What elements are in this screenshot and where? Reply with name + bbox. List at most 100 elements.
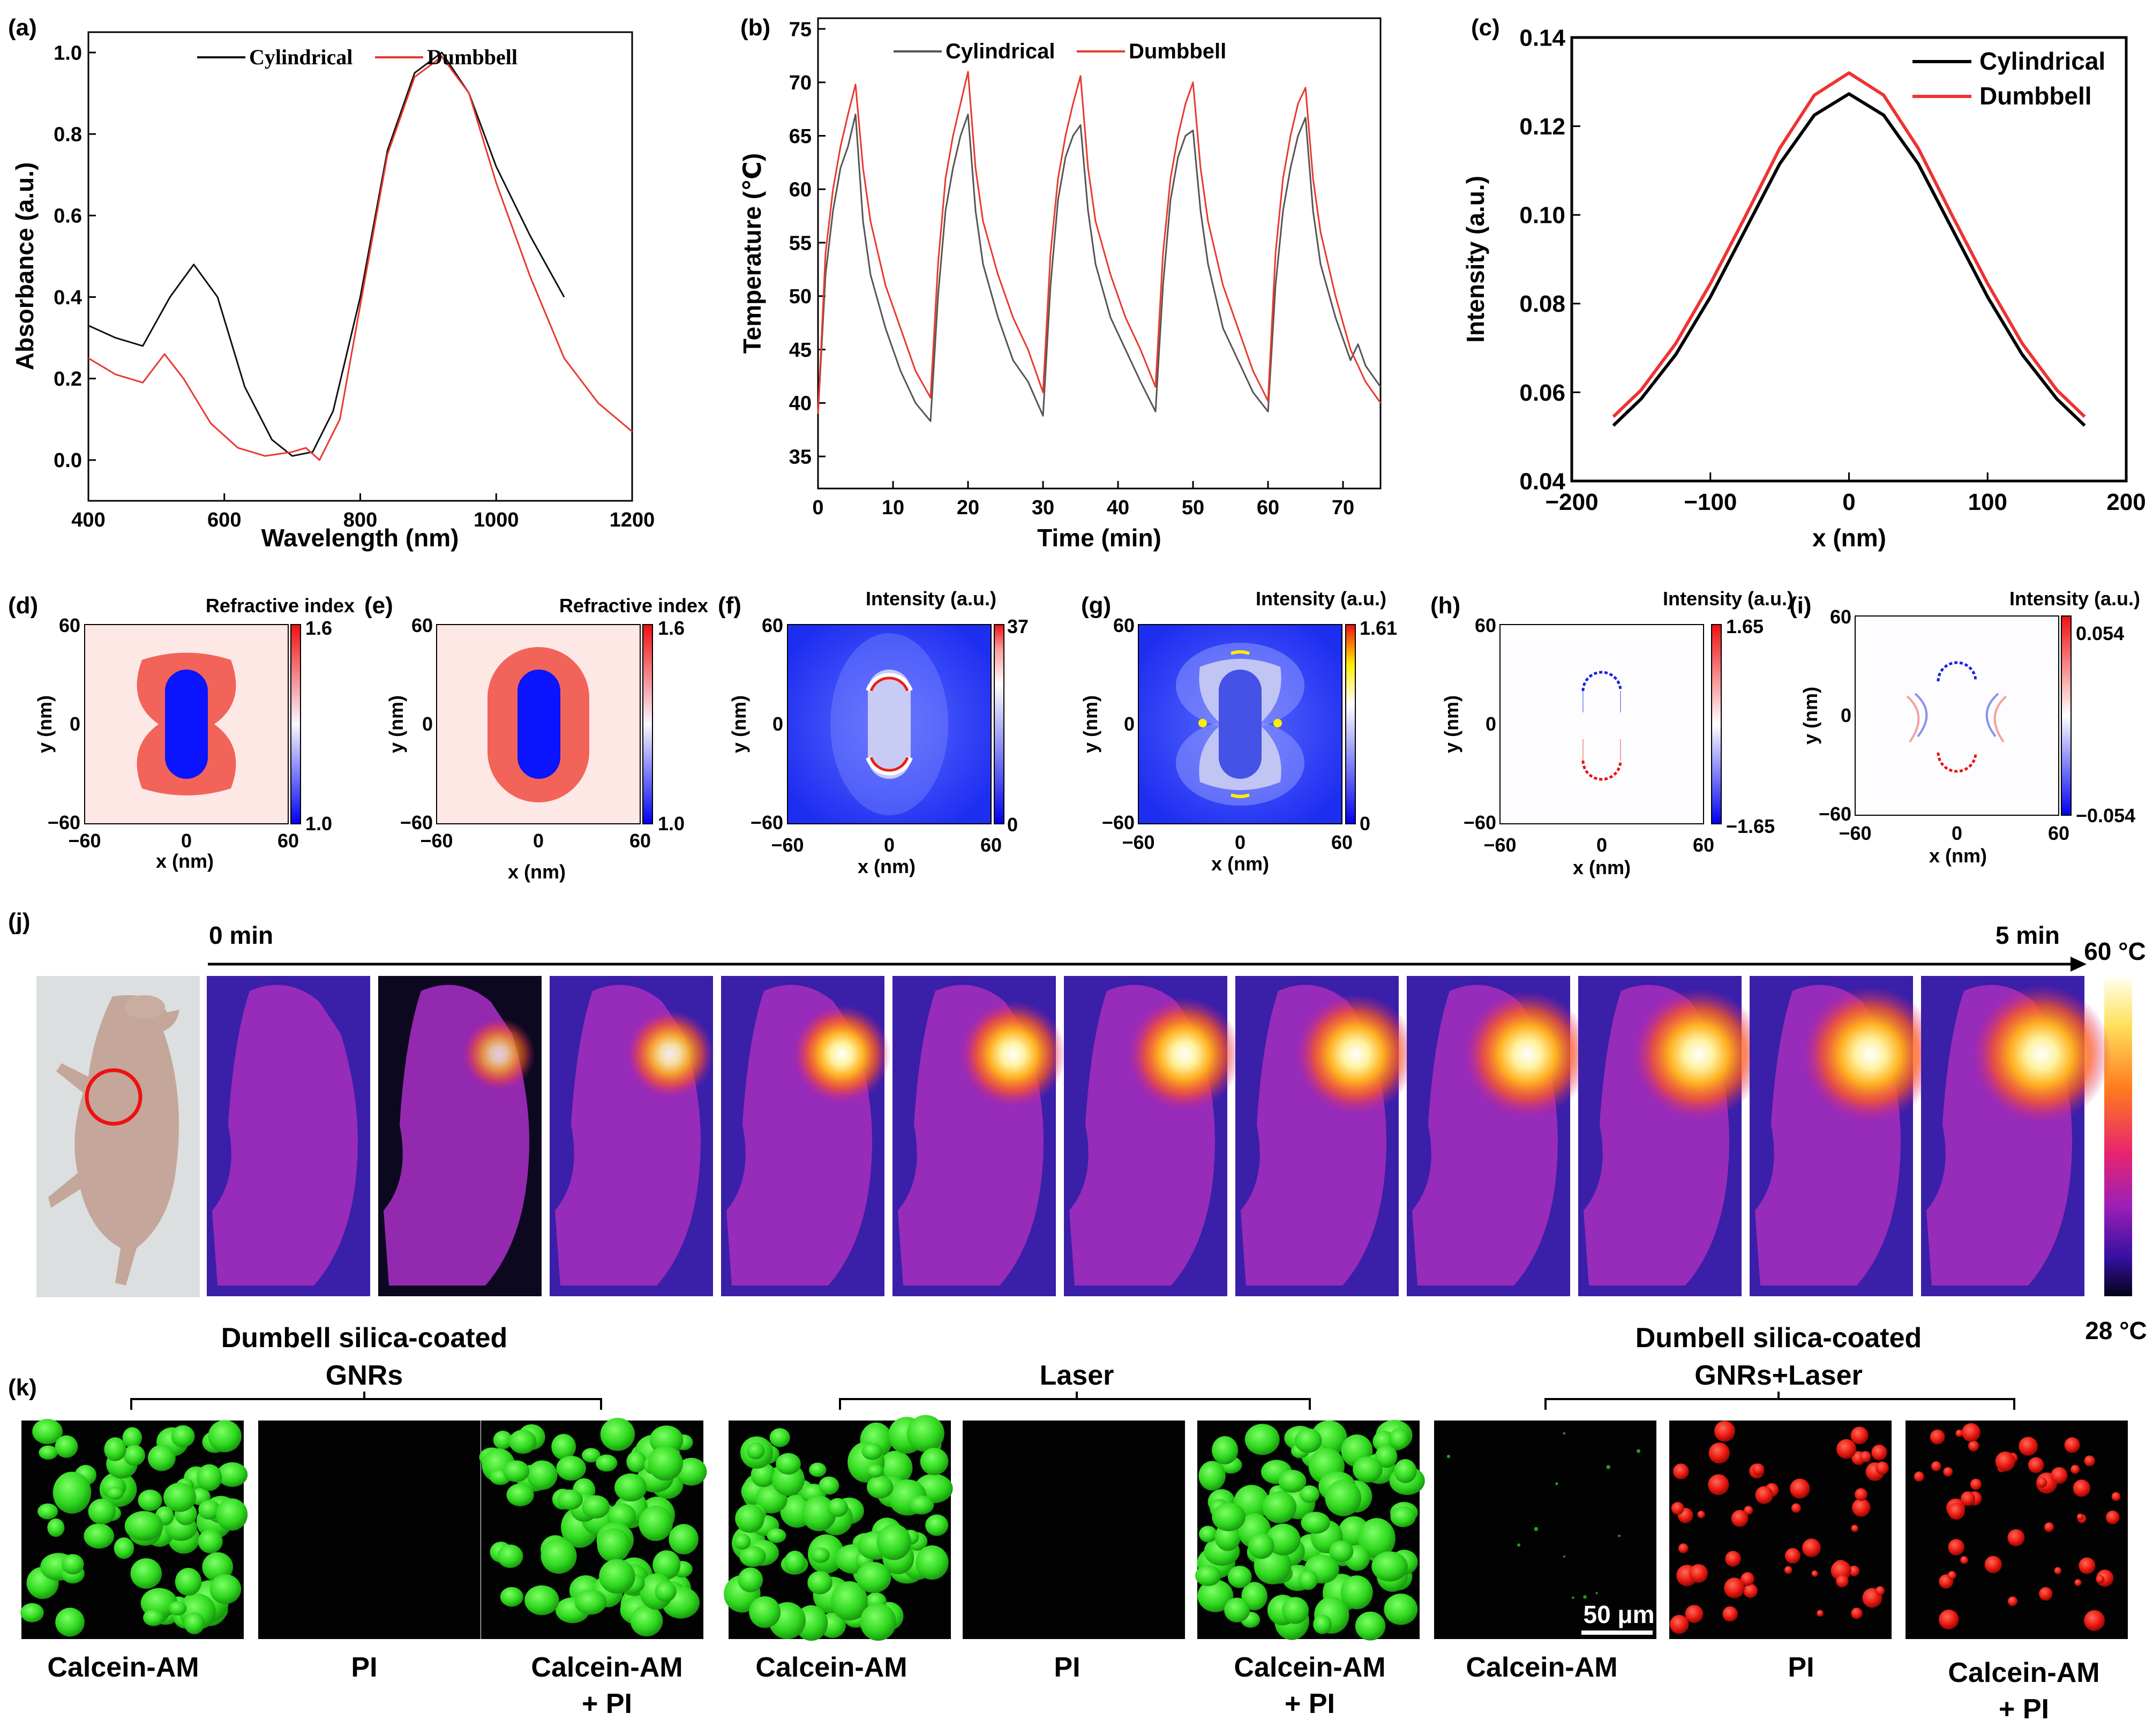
live-cell <box>906 1415 944 1452</box>
chart-b: (b) 0 10 20 30 40 50 60 70 35 40 45 50 55 60 65 70 75 Ti… <box>738 14 1382 552</box>
live-cell <box>1281 1597 1309 1624</box>
map-i-xlabel: x (nm) <box>1929 845 1987 867</box>
chart-a: (a) 400 600 800 1000 12000.00.20.40.60.81.0 … <box>8 14 655 552</box>
live-cell <box>55 1607 85 1637</box>
chart-c-ytick-label: 0.06 <box>1519 380 1565 406</box>
thermal-frame <box>1235 976 1416 1296</box>
live-cell <box>1241 1582 1267 1611</box>
series-line-c-dumbbell <box>1612 71 2086 418</box>
live-cell <box>47 1518 65 1537</box>
dead-cell <box>2073 1479 2090 1497</box>
fluorescence-image <box>963 1421 1185 1639</box>
chart-b-ytick-label: 40 <box>789 393 812 415</box>
fluorescence-image <box>258 1421 481 1639</box>
live-cell <box>1266 1523 1301 1555</box>
faint-cell <box>1563 1432 1566 1435</box>
fluorescence-image <box>1195 1420 1425 1641</box>
fluorescence-image-background <box>258 1421 481 1639</box>
map-e-xtick-60: 60 <box>629 830 651 852</box>
map-g-ytick-0: 0 <box>1124 713 1135 735</box>
chart-b-ytick-label: 75 <box>789 18 812 41</box>
group3-title-line1: Dumbell silica-coated <box>1636 1322 1922 1354</box>
dead-cell <box>2079 1557 2096 1574</box>
dead-cell <box>1678 1543 1689 1553</box>
dead-cell <box>1995 1451 2015 1471</box>
dead-cell <box>2096 1575 2105 1584</box>
map-d: (d) Refractive index 1.6 1.0 60 0 −60 −6… <box>8 592 355 872</box>
dead-cell <box>1859 1451 1871 1463</box>
live-cell <box>801 1495 836 1531</box>
chart-c-xtick-label: 0 <box>1842 489 1855 515</box>
map-i-title: Intensity (a.u.) <box>2009 588 2140 610</box>
group2-bracket <box>839 1392 1311 1410</box>
thermal-end-label: 5 min <box>1996 921 2060 949</box>
label-g2-calcein: Calcein-AM <box>755 1652 907 1683</box>
dead-cell <box>1708 1442 1730 1464</box>
map-e-xtick-neg60: −60 <box>420 830 453 852</box>
series-line-c-cylindrical <box>1612 92 2086 427</box>
thermal-frame <box>1750 976 1939 1296</box>
fluorescence-image <box>1669 1421 1892 1639</box>
live-cell <box>1262 1491 1297 1523</box>
chart-c-ytick-label: 0.10 <box>1519 202 1565 229</box>
faint-cell <box>1618 1535 1621 1537</box>
map-f-ytick-60: 60 <box>762 614 783 636</box>
panel-label-b: (b) <box>740 14 770 41</box>
thermal-frame <box>721 976 891 1296</box>
live-cell <box>168 1601 187 1615</box>
live-cell <box>1199 1525 1218 1543</box>
map-f-bottom-glow <box>866 756 913 776</box>
dead-cell <box>1802 1538 1821 1558</box>
dead-cell <box>1851 1524 1859 1532</box>
tumor-hotspot <box>1295 994 1416 1115</box>
dead-cell <box>2111 1492 2121 1501</box>
faint-cell <box>1534 1527 1539 1531</box>
chart-a-ytick-label: 0.4 <box>54 287 82 309</box>
chart-c-ytick-label: 0.08 <box>1519 291 1565 317</box>
dead-cell <box>1948 1539 1965 1555</box>
group1-bracket <box>130 1392 602 1410</box>
dead-cell <box>1811 1570 1818 1577</box>
thermal-colorbar <box>2104 978 2132 1296</box>
map-i-ytick-0: 0 <box>1841 704 1851 726</box>
map-f-xtick-60: 60 <box>980 834 1002 856</box>
live-cell <box>909 1495 934 1515</box>
live-cell <box>123 1445 145 1466</box>
map-d-xtick-0: 0 <box>181 830 192 852</box>
map-f-ytick-0: 0 <box>772 713 783 735</box>
live-cell <box>497 1544 523 1568</box>
mouse-photo <box>36 976 200 1297</box>
dead-cell <box>1731 1509 1749 1527</box>
chart-a-ytick-label: 0.6 <box>54 205 82 228</box>
tumor-marker-circle <box>85 1068 142 1126</box>
live-cell <box>1294 1428 1322 1453</box>
panel-label-e: (e) <box>364 592 393 619</box>
live-cell <box>676 1457 707 1486</box>
fluorescence-image <box>1434 1421 1656 1639</box>
live-cell <box>55 1435 78 1458</box>
map-f-top-glow <box>866 673 913 693</box>
live-cell <box>600 1418 635 1451</box>
map-i-cb-min: −0.054 <box>2076 805 2135 826</box>
live-cell <box>735 1504 765 1533</box>
panel-label-d: (d) <box>8 592 38 619</box>
live-cell <box>827 1498 849 1517</box>
fluorescence-image-background <box>963 1421 1185 1639</box>
panel-label-h: (h) <box>1430 592 1460 619</box>
faint-cell <box>1572 1596 1574 1599</box>
dead-cell <box>1875 1586 1885 1596</box>
live-cell <box>1248 1533 1274 1559</box>
map-d-ylabel: y (nm) <box>34 695 56 753</box>
faint-cell <box>1517 1543 1521 1547</box>
chart-b-lines <box>817 71 1382 422</box>
thermal-frame <box>550 976 715 1296</box>
map-g-core <box>1219 670 1262 779</box>
live-cell <box>776 1453 801 1475</box>
live-cell <box>184 1612 205 1635</box>
map-d-title: Refractive index <box>206 595 355 617</box>
dead-cell <box>1755 1486 1774 1504</box>
map-d-xlabel: x (nm) <box>156 850 214 872</box>
chart-b-ytick-label: 70 <box>789 72 812 94</box>
dead-cell <box>1947 1571 1956 1580</box>
tumor-hotspot <box>1802 986 1939 1123</box>
